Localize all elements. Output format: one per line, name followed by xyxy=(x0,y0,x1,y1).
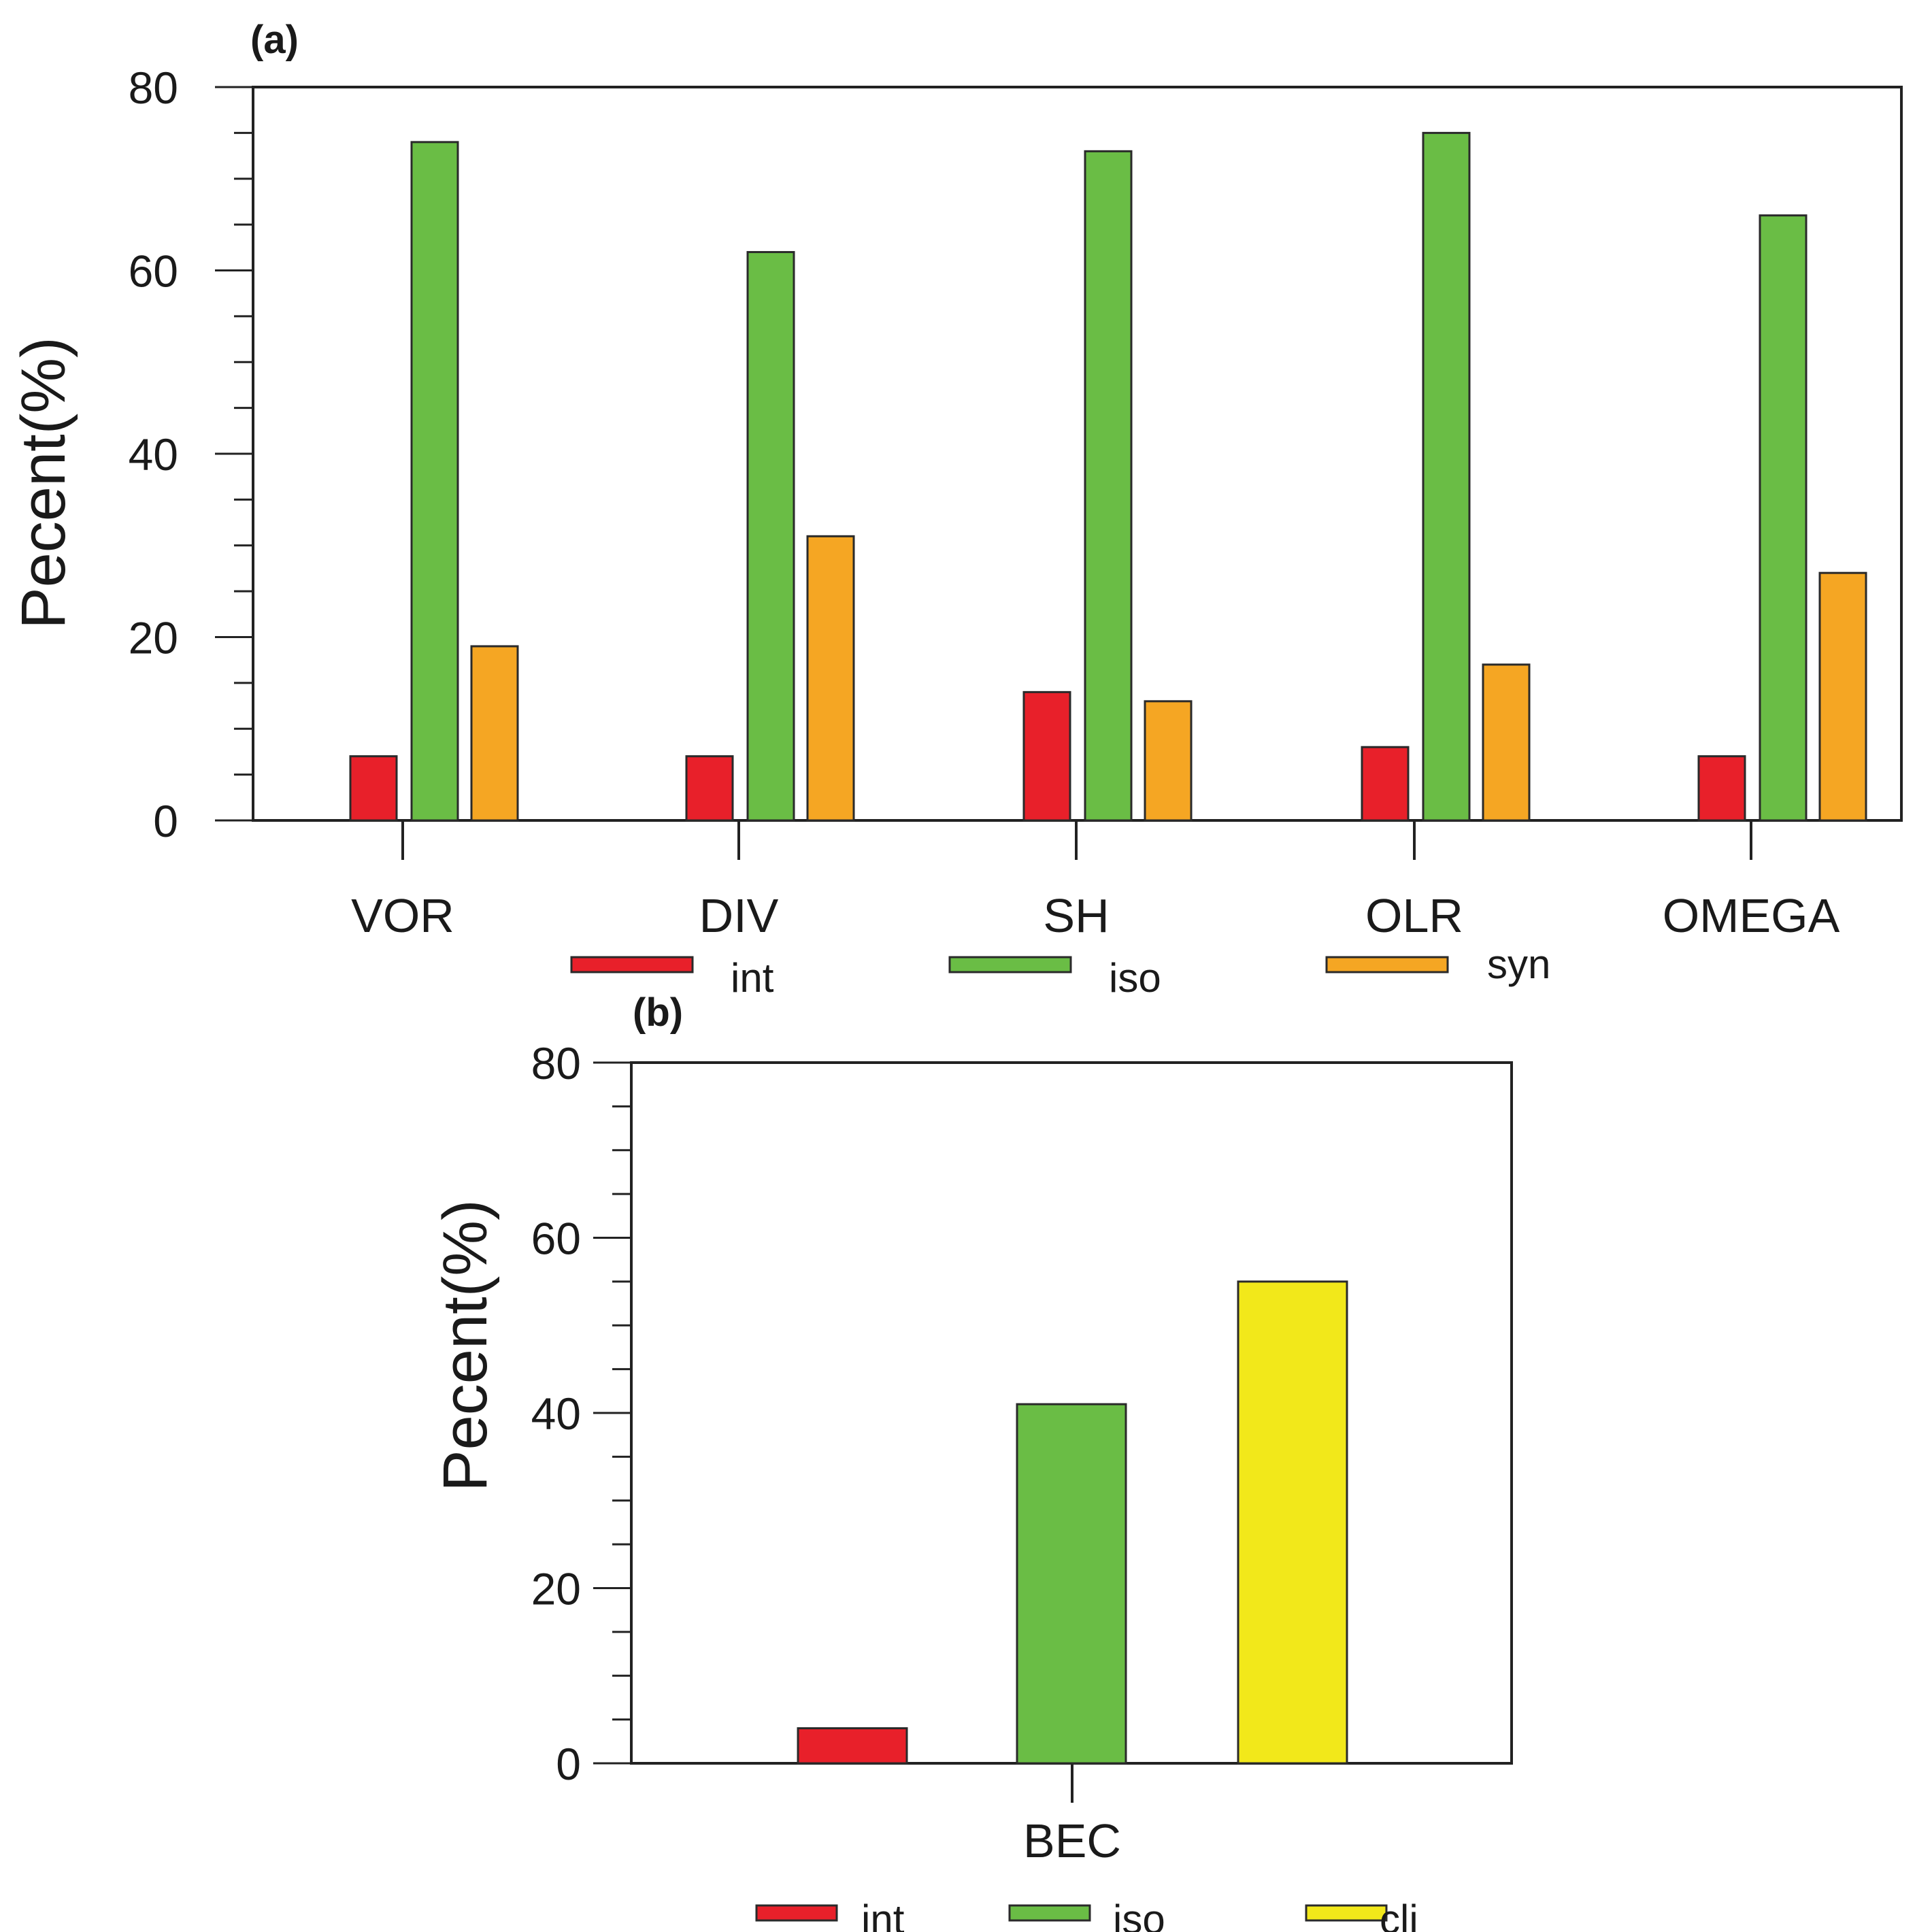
panel-b-chart: (b) Pecent(%) BEC 0 20 40 60 80 int iso … xyxy=(431,990,1513,1932)
panel-a-tag: (a) xyxy=(250,18,299,62)
legend-swatch-iso xyxy=(1008,1904,1091,1922)
bar-cli-bec xyxy=(1237,1280,1348,1765)
category-label: OLR xyxy=(1365,889,1463,942)
legend-label-cli: cli xyxy=(1380,1897,1418,1932)
panel-b-category-labels: BEC xyxy=(1023,1814,1121,1867)
bar-iso-bec xyxy=(1016,1403,1127,1765)
bar-syn-vor xyxy=(470,645,519,822)
legend-swatch-syn xyxy=(1325,956,1449,973)
bar-iso-div xyxy=(746,251,795,822)
y-tick-label: 80 xyxy=(531,1038,581,1088)
bar-int-bec xyxy=(797,1727,908,1765)
bar-int-vor xyxy=(349,755,398,822)
bar-int-omega xyxy=(1697,755,1746,822)
panel-a-y-tick-labels: 0 20 40 60 80 xyxy=(129,63,178,846)
y-tick-label: 40 xyxy=(531,1388,581,1439)
legend-swatch-iso xyxy=(948,956,1072,973)
panel-b-bars xyxy=(797,1280,1348,1765)
y-tick-label: 60 xyxy=(531,1214,581,1264)
bar-iso-sh xyxy=(1084,150,1133,822)
bar-syn-div xyxy=(806,535,855,822)
bar-iso-olr xyxy=(1422,131,1471,822)
legend-label-iso: iso xyxy=(1113,1897,1165,1932)
y-tick-label: 20 xyxy=(531,1564,581,1614)
panel-b-y-tick-labels: 0 20 40 60 80 xyxy=(531,1038,581,1789)
bar-int-olr xyxy=(1361,746,1410,822)
legend-swatch-int xyxy=(755,1904,838,1922)
panel-a-chart: (a) Pecent(%) VOR DIV SH OLR OMEGA 0 20 … xyxy=(9,18,1903,1001)
bar-int-div xyxy=(685,755,734,822)
legend-swatch-cli xyxy=(1305,1904,1388,1922)
panel-a-axes xyxy=(215,86,1903,860)
bar-iso-omega xyxy=(1759,214,1808,822)
y-tick-label: 0 xyxy=(153,796,178,846)
bar-syn-omega xyxy=(1818,571,1867,822)
y-tick-label: 80 xyxy=(129,63,178,113)
category-label: SH xyxy=(1043,889,1109,942)
y-tick-label: 0 xyxy=(556,1739,581,1789)
legend-swatch-int xyxy=(570,956,694,973)
y-tick-label: 60 xyxy=(129,246,178,297)
panel-a-category-labels: VOR DIV SH OLR OMEGA xyxy=(351,889,1839,942)
y-tick-label: 20 xyxy=(129,613,178,663)
category-label: BEC xyxy=(1023,1814,1121,1867)
legend-label-int: int xyxy=(861,1897,905,1932)
bar-syn-olr xyxy=(1482,663,1531,822)
panel-a-bars xyxy=(349,131,1867,822)
panel-b-y-axis-label: Pecent(%) xyxy=(431,1199,500,1492)
legend-label-int: int xyxy=(731,955,774,1001)
legend-label-iso: iso xyxy=(1109,955,1161,1001)
bar-syn-sh xyxy=(1144,700,1193,822)
panel-a-y-axis-label: Pecent(%) xyxy=(9,337,78,629)
category-label: VOR xyxy=(351,889,454,942)
bar-int-sh xyxy=(1022,690,1071,822)
y-tick-label: 40 xyxy=(129,429,178,480)
bar-iso-vor xyxy=(410,141,459,822)
panel-b-legend: int iso cli xyxy=(755,1897,1418,1932)
panel-b-tag: (b) xyxy=(633,990,683,1035)
category-label: DIV xyxy=(699,889,779,942)
legend-label-syn: syn xyxy=(1487,942,1550,987)
category-label: OMEGA xyxy=(1663,889,1840,942)
panel-a-legend: int iso syn xyxy=(570,942,1550,1001)
